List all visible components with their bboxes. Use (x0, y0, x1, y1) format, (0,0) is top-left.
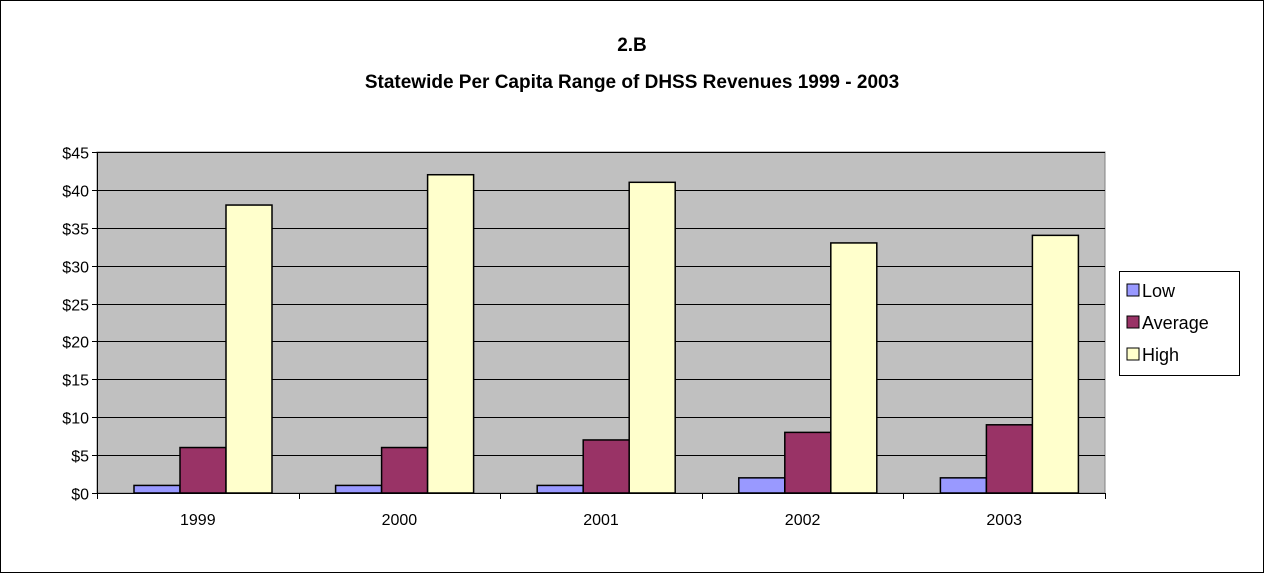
legend-swatch-high (1126, 347, 1140, 361)
legend-swatch-average (1126, 315, 1140, 329)
bar-average-2001 (582, 439, 630, 494)
y-tick-label: $15 (62, 373, 89, 390)
bar-low-2001 (536, 484, 584, 494)
y-tick-label: $0 (71, 487, 89, 504)
bar-low-2003 (939, 477, 988, 494)
axes (92, 152, 1106, 499)
y-tick-label: $5 (71, 449, 89, 466)
chart-subtitle: Statewide Per Capita Range of DHSS Reven… (365, 72, 899, 93)
y-tick-label: $40 (62, 184, 89, 201)
y-tick-label: $45 (62, 146, 89, 163)
x-tick-label: 2003 (986, 512, 1022, 529)
legend-label-high: High (1142, 345, 1179, 365)
bar-low-2000 (334, 484, 383, 494)
bar-average-2003 (985, 424, 1034, 494)
legend-label-low: Low (1142, 281, 1176, 301)
y-tick-label: $10 (62, 411, 89, 428)
y-tick-label: $30 (62, 260, 89, 277)
bar-high-2001 (628, 181, 676, 494)
legend-swatch-low (1126, 283, 1140, 297)
bar-average-2002 (784, 431, 832, 494)
y-tick-label: $25 (62, 298, 89, 315)
y-tick-label: $35 (62, 222, 89, 239)
legend-label-average: Average (1142, 313, 1209, 333)
bar-low-1999 (133, 484, 181, 494)
bar-average-2000 (380, 446, 429, 494)
x-tick-label: 1999 (180, 512, 216, 529)
bar-high-2000 (426, 173, 475, 494)
bar-high-1999 (225, 204, 273, 494)
bar-high-2003 (1031, 234, 1080, 494)
bars (133, 173, 1080, 494)
x-tick-label: 2002 (785, 512, 821, 529)
chart-title: 2.B (617, 35, 647, 56)
x-tick-labels: 1999 2000 2001 2002 2003 (180, 512, 1022, 529)
x-tick-label: 2001 (583, 512, 619, 529)
bar-low-2002 (738, 477, 786, 494)
bar-high-2002 (830, 242, 878, 494)
bar-average-1999 (179, 446, 227, 494)
x-tick-label: 2000 (382, 512, 418, 529)
y-tick-labels: $0 $5 $10 $15 $20 $25 $30 $35 $40 $45 (62, 146, 89, 504)
legend: Low Average High (1119, 271, 1240, 376)
y-tick-label: $20 (62, 335, 89, 352)
